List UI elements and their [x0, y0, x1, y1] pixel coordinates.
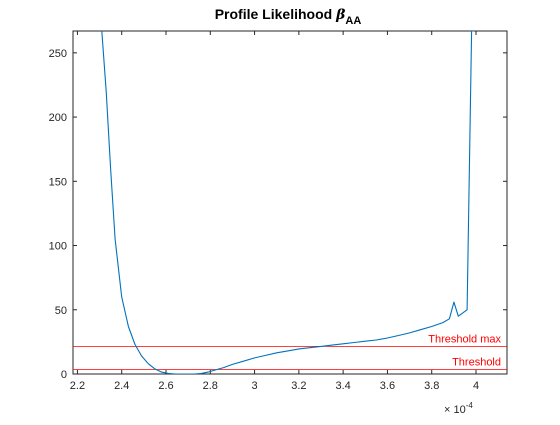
x-tick-label: 3.8: [424, 380, 439, 392]
x-tick-label: 3.4: [335, 380, 350, 392]
x-tick-label: 2.4: [114, 380, 129, 392]
chart-title-main: Profile Likelihood: [215, 6, 336, 22]
y-tick-label: 250: [49, 48, 67, 60]
chart-title: Profile Likelihood βAA: [215, 6, 362, 27]
x-tick-label: 4: [473, 380, 479, 392]
chart-title-subscript: AA: [345, 15, 361, 27]
y-tick-label: 200: [49, 112, 67, 124]
x-tick-label: 2.6: [158, 380, 173, 392]
x-axis-exponent: × 10-4: [444, 401, 473, 416]
y-tick-label: 0: [61, 369, 67, 381]
threshold-label: Threshold max: [428, 333, 501, 345]
x-tick-label: 3: [252, 380, 258, 392]
x-axis-exponent-base: × 10: [444, 404, 466, 416]
x-tick-label: 3.2: [291, 380, 306, 392]
threshold-label: Threshold: [452, 357, 501, 369]
y-tick-label: 150: [49, 176, 67, 188]
y-tick-label: 50: [55, 305, 67, 317]
x-tick-label: 2.8: [203, 380, 218, 392]
x-tick-label: 2.2: [70, 380, 85, 392]
y-tick-label: 100: [49, 241, 67, 253]
x-tick-label: 3.6: [380, 380, 395, 392]
x-axis-exponent-power: -4: [466, 401, 474, 410]
